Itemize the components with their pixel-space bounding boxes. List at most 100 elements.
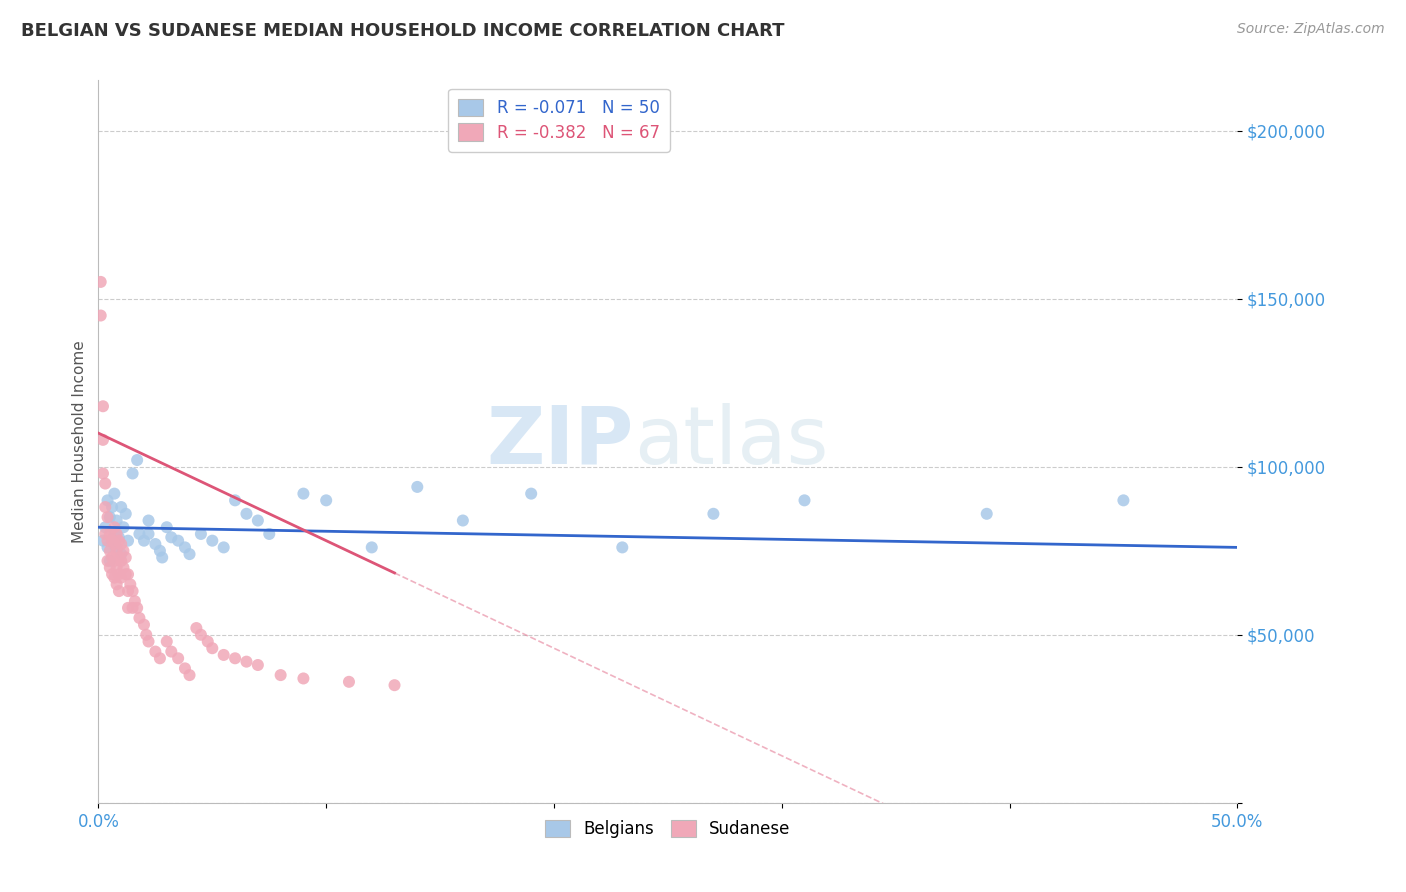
Point	[117, 533, 139, 548]
Legend: Belgians, Sudanese: Belgians, Sudanese	[538, 814, 797, 845]
Point	[110, 500, 132, 514]
Point	[91, 433, 114, 447]
Point	[117, 584, 139, 599]
Point	[201, 641, 224, 656]
Point	[212, 648, 235, 662]
Point	[201, 533, 224, 548]
Point	[98, 554, 121, 568]
Point	[197, 634, 219, 648]
Point	[135, 628, 157, 642]
Point	[793, 493, 815, 508]
Point	[103, 527, 125, 541]
Point	[224, 651, 246, 665]
Point	[105, 543, 128, 558]
Point	[520, 486, 543, 500]
Point	[124, 594, 146, 608]
Point	[156, 520, 179, 534]
Point	[149, 543, 172, 558]
Text: BELGIAN VS SUDANESE MEDIAN HOUSEHOLD INCOME CORRELATION CHART: BELGIAN VS SUDANESE MEDIAN HOUSEHOLD INC…	[21, 22, 785, 40]
Point	[91, 467, 114, 481]
Point	[149, 651, 172, 665]
Point	[174, 661, 197, 675]
Point	[108, 533, 131, 548]
Point	[138, 527, 160, 541]
Point	[179, 668, 201, 682]
Point	[179, 547, 201, 561]
Point	[112, 520, 135, 534]
Point	[315, 493, 337, 508]
Point	[96, 510, 118, 524]
Point	[101, 550, 124, 565]
Point	[128, 527, 150, 541]
Point	[145, 644, 167, 658]
Point	[110, 547, 132, 561]
Point	[612, 541, 634, 555]
Point	[105, 577, 128, 591]
Point	[138, 634, 160, 648]
Point	[103, 520, 125, 534]
Point	[246, 514, 269, 528]
Point	[94, 527, 117, 541]
Point	[101, 567, 124, 582]
Point	[110, 571, 132, 585]
Point	[114, 550, 136, 565]
Point	[167, 651, 190, 665]
Point	[94, 476, 117, 491]
Point	[160, 644, 183, 658]
Point	[117, 600, 139, 615]
Point	[105, 560, 128, 574]
Point	[114, 507, 136, 521]
Point	[132, 617, 155, 632]
Point	[190, 628, 212, 642]
Point	[132, 533, 155, 548]
Point	[235, 507, 257, 521]
Text: ZIP: ZIP	[486, 402, 634, 481]
Point	[96, 533, 118, 548]
Point	[98, 527, 121, 541]
Point	[105, 514, 128, 528]
Point	[117, 567, 139, 582]
Point	[90, 275, 112, 289]
Point	[150, 550, 173, 565]
Point	[90, 309, 112, 323]
Point	[235, 655, 257, 669]
Point	[156, 634, 179, 648]
Point	[110, 537, 132, 551]
Point	[103, 554, 125, 568]
Point	[108, 567, 131, 582]
Point	[103, 486, 125, 500]
Point	[212, 541, 235, 555]
Point	[174, 541, 197, 555]
Point	[451, 514, 474, 528]
Point	[270, 668, 292, 682]
Point	[101, 533, 124, 548]
Point	[114, 567, 136, 582]
Point	[98, 510, 121, 524]
Point	[976, 507, 998, 521]
Point	[138, 514, 160, 528]
Point	[94, 500, 117, 514]
Point	[108, 530, 131, 544]
Point	[360, 541, 382, 555]
Point	[108, 584, 131, 599]
Point	[337, 674, 360, 689]
Point	[103, 537, 125, 551]
Point	[91, 399, 114, 413]
Point	[160, 530, 183, 544]
Point	[224, 493, 246, 508]
Point	[384, 678, 406, 692]
Point	[120, 577, 142, 591]
Point	[702, 507, 724, 521]
Point	[121, 600, 143, 615]
Point	[96, 541, 118, 555]
Point	[108, 550, 131, 565]
Point	[121, 584, 143, 599]
Point	[101, 533, 124, 548]
Point	[110, 554, 132, 568]
Point	[112, 543, 135, 558]
Point	[128, 611, 150, 625]
Point	[105, 541, 128, 555]
Point	[98, 560, 121, 574]
Point	[145, 537, 167, 551]
Point	[98, 543, 121, 558]
